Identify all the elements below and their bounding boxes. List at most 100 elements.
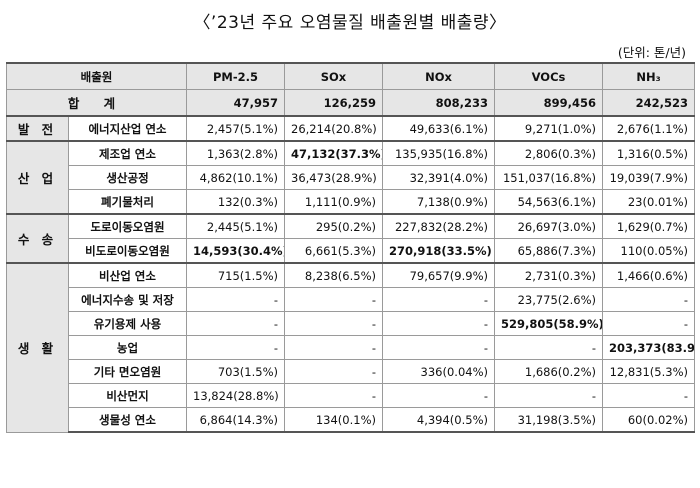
header-sox: SOx <box>284 62 383 90</box>
table-row: 비산먼지 13,824(28.8%) - - - - <box>7 383 695 408</box>
table-cell: 7,138(0.9%) <box>382 189 495 215</box>
table-cell: - <box>284 383 383 408</box>
header-nox: NOx <box>382 62 495 90</box>
table-row: 생산공정 4,862(10.1%) 36,473(28.9%) 32,391(4… <box>7 165 695 190</box>
total-cell: 899,456 <box>494 89 603 117</box>
table-cell: 151,037(16.8%) <box>494 165 603 190</box>
table-row: 유기용제 사용 - - - 529,805(58.9%) - <box>7 311 695 336</box>
table-cell: - <box>284 311 383 336</box>
unit-note: (단위: 톤/년) <box>617 45 686 60</box>
table-cell: - <box>382 311 495 336</box>
table-cell: 31,198(3.5%) <box>494 407 603 433</box>
table-cell: - <box>602 383 695 408</box>
table-cell: - <box>284 359 383 384</box>
table-row: 비도로이동오염원 14,593(30.4%) 6,661(5.3%) 270,9… <box>7 238 695 264</box>
table-cell: - <box>602 311 695 336</box>
table-cell: 2,731(0.3%) <box>494 262 603 288</box>
table-cell: - <box>382 383 495 408</box>
total-cell: 242,523 <box>602 89 695 117</box>
header-pm25: PM-2.5 <box>186 62 285 90</box>
table-cell-highlight: 47,132(37.3%) <box>284 140 383 166</box>
row-label: 비산업 연소 <box>68 262 187 288</box>
table-cell: 4,394(0.5%) <box>382 407 495 433</box>
table-cell: 26,214(20.8%) <box>284 115 383 142</box>
table-cell: 2,806(0.3%) <box>494 140 603 166</box>
group-label-transport: 수 송 <box>6 213 69 264</box>
row-label: 비도로이동오염원 <box>68 238 187 264</box>
table-cell: 49,633(6.1%) <box>382 115 495 142</box>
row-label: 비산먼지 <box>68 383 187 408</box>
table-cell: 110(0.05%) <box>602 238 695 264</box>
table-row: 생물성 연소 6,864(14.3%) 134(0.1%) 4,394(0.5%… <box>7 407 695 433</box>
table-cell: 135,935(16.8%) <box>382 140 495 166</box>
table-cell: 36,473(28.9%) <box>284 165 383 190</box>
table-cell-highlight: 14,593(30.4%) <box>186 238 285 264</box>
table-cell: 26,697(3.0%) <box>494 213 603 239</box>
header-nh3: NH₃ <box>602 62 695 90</box>
table-cell: 336(0.04%) <box>382 359 495 384</box>
table-cell: - <box>186 311 285 336</box>
row-label: 생물성 연소 <box>68 407 187 433</box>
group-label-power: 발 전 <box>6 115 69 142</box>
table-cell: - <box>494 335 603 360</box>
table-cell: - <box>382 335 495 360</box>
table-cell: 4,862(10.1%) <box>186 165 285 190</box>
table-row: 폐기물처리 132(0.3%) 1,111(0.9%) 7,138(0.9%) … <box>7 189 695 215</box>
table-cell: 227,832(28.2%) <box>382 213 495 239</box>
table-row: 생 활 비산업 연소 715(1.5%) 8,238(6.5%) 79,657(… <box>6 262 695 433</box>
table-cell: 1,363(2.8%) <box>186 140 285 166</box>
row-label: 유기용제 사용 <box>68 311 187 336</box>
table-cell: 32,391(4.0%) <box>382 165 495 190</box>
table-cell: 1,111(0.9%) <box>284 189 383 215</box>
table-cell: - <box>284 335 383 360</box>
table-cell: 6,661(5.3%) <box>284 238 383 264</box>
page-title: 〈’23년 주요 오염물질 배출원별 배출량〉 <box>193 13 507 33</box>
row-label: 생산공정 <box>68 165 187 190</box>
table-cell: - <box>494 383 603 408</box>
table-row: 농업 - - - - 203,373(83.9%) <box>7 335 695 360</box>
row-label: 폐기물처리 <box>68 189 187 215</box>
table-row: 산 업 제조업 연소 1,363(2.8%) 47,132(37.3%) 135… <box>6 140 695 215</box>
table-cell: 23(0.01%) <box>602 189 695 215</box>
table-row: 발 전 에너지산업 연소 2,457(5.1%) 26,214(20.8%) 4… <box>6 115 695 142</box>
table-cell-highlight: 529,805(58.9%) <box>494 311 603 336</box>
table-cell: 13,824(28.8%) <box>186 383 285 408</box>
table-cell: 2,676(1.1%) <box>602 115 695 142</box>
table-cell: 1,686(0.2%) <box>494 359 603 384</box>
table-cell: 134(0.1%) <box>284 407 383 433</box>
table-cell: 60(0.02%) <box>602 407 695 433</box>
table-cell: 295(0.2%) <box>284 213 383 239</box>
table-cell: 23,775(2.6%) <box>494 287 603 312</box>
table-cell: 9,271(1.0%) <box>494 115 603 142</box>
table-cell: 132(0.3%) <box>186 189 285 215</box>
total-label: 합 계 <box>6 89 187 117</box>
table-cell: 703(1.5%) <box>186 359 285 384</box>
table-cell: 1,316(0.5%) <box>602 140 695 166</box>
total-cell: 47,957 <box>186 89 285 117</box>
total-cell: 808,233 <box>382 89 495 117</box>
table-cell: - <box>602 287 695 312</box>
header-vocs: VOCs <box>494 62 603 90</box>
row-label: 에너지수송 및 저장 <box>68 287 187 312</box>
table-cell: 2,445(5.1%) <box>186 213 285 239</box>
table-cell: 65,886(7.3%) <box>494 238 603 264</box>
table-cell: 715(1.5%) <box>186 262 285 288</box>
table-cell: 1,466(0.6%) <box>602 262 695 288</box>
table-cell: 2,457(5.1%) <box>186 115 285 142</box>
table-row: 에너지수송 및 저장 - - - 23,775(2.6%) - <box>7 287 695 312</box>
table-cell: 19,039(7.9%) <box>602 165 695 190</box>
table-cell: 1,629(0.7%) <box>602 213 695 239</box>
row-label: 농업 <box>68 335 187 360</box>
table-cell: 8,238(6.5%) <box>284 262 383 288</box>
header-row: 배출원 PM-2.5 SOx NOx VOCs NH₃ <box>6 62 695 90</box>
table-cell: 79,657(9.9%) <box>382 262 495 288</box>
table-cell: - <box>284 287 383 312</box>
row-label: 도로이동오염원 <box>68 213 187 239</box>
table-row: 기타 면오염원 703(1.5%) - 336(0.04%) 1,686(0.2… <box>7 359 695 384</box>
table-row: 수 송 도로이동오염원 2,445(5.1%) 295(0.2%) 227,83… <box>6 213 695 264</box>
row-label: 기타 면오염원 <box>68 359 187 384</box>
table-cell: - <box>186 287 285 312</box>
group-label-industry: 산 업 <box>6 140 69 215</box>
table-cell: 6,864(14.3%) <box>186 407 285 433</box>
